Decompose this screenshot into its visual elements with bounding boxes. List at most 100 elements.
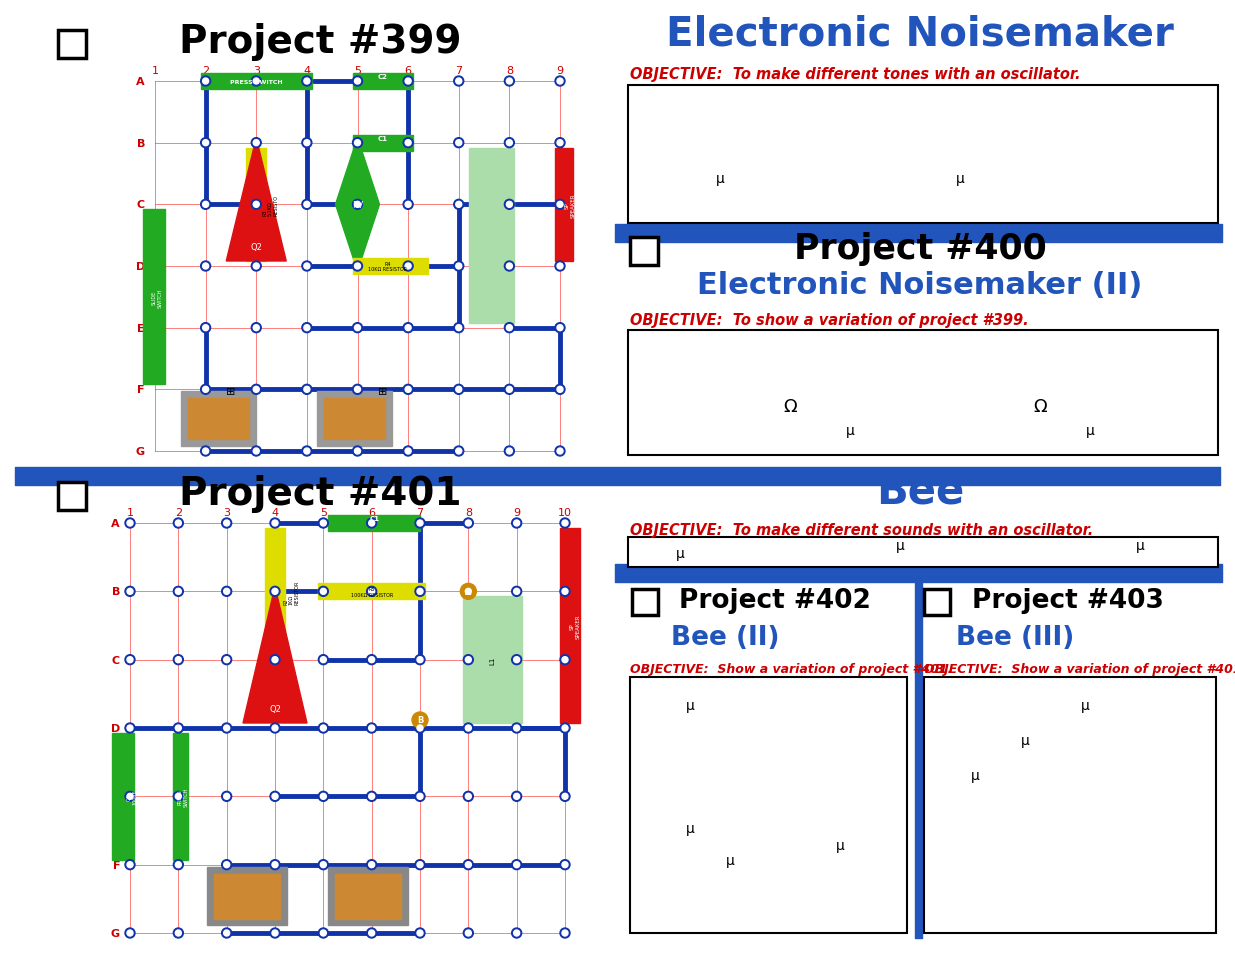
- Circle shape: [354, 387, 361, 393]
- Circle shape: [415, 860, 425, 870]
- Circle shape: [453, 77, 464, 87]
- Circle shape: [417, 589, 424, 595]
- Circle shape: [405, 449, 411, 455]
- Bar: [324, 398, 385, 439]
- Text: G: G: [136, 447, 144, 456]
- Circle shape: [415, 792, 425, 801]
- Circle shape: [319, 518, 329, 529]
- Bar: [463, 597, 521, 723]
- Text: SP
SPEAKER: SP SPEAKER: [564, 193, 576, 217]
- Circle shape: [173, 928, 183, 938]
- Bar: [469, 149, 514, 323]
- Circle shape: [466, 725, 472, 731]
- Circle shape: [367, 860, 377, 870]
- Circle shape: [504, 323, 514, 334]
- Text: L1: L1: [489, 656, 495, 664]
- Polygon shape: [243, 587, 308, 723]
- Bar: [630, 678, 906, 933]
- Text: μ: μ: [846, 423, 855, 437]
- Circle shape: [203, 387, 209, 393]
- Circle shape: [514, 725, 520, 731]
- Bar: [180, 392, 256, 447]
- Circle shape: [304, 140, 310, 147]
- Text: B: B: [416, 716, 424, 724]
- Circle shape: [272, 862, 278, 868]
- Circle shape: [562, 589, 568, 595]
- Circle shape: [221, 860, 232, 870]
- Text: B: B: [111, 587, 120, 597]
- Text: SP
SPEAKER: SP SPEAKER: [569, 614, 580, 639]
- Text: 10: 10: [558, 507, 572, 517]
- Bar: [206, 867, 287, 925]
- Circle shape: [463, 587, 473, 597]
- Text: D: D: [111, 723, 120, 733]
- Circle shape: [456, 264, 462, 270]
- Circle shape: [304, 79, 310, 85]
- Text: μ: μ: [1136, 538, 1145, 553]
- Circle shape: [453, 447, 464, 456]
- Circle shape: [224, 589, 230, 595]
- Circle shape: [175, 794, 182, 800]
- Polygon shape: [226, 138, 287, 262]
- Circle shape: [251, 77, 262, 87]
- Circle shape: [405, 387, 411, 393]
- Circle shape: [405, 325, 411, 332]
- Circle shape: [557, 140, 563, 147]
- Circle shape: [272, 520, 278, 526]
- Circle shape: [367, 655, 377, 665]
- Circle shape: [555, 77, 564, 87]
- Circle shape: [320, 725, 326, 731]
- Circle shape: [175, 930, 182, 936]
- Text: μ: μ: [676, 546, 684, 560]
- Text: Ω: Ω: [1034, 397, 1047, 416]
- Text: OBJECTIVE:  Show a variation of project #401.: OBJECTIVE: Show a variation of project #…: [924, 661, 1235, 675]
- Circle shape: [320, 794, 326, 800]
- Circle shape: [514, 520, 520, 526]
- Text: 8: 8: [506, 66, 513, 76]
- Text: A: A: [136, 77, 144, 87]
- Bar: [629, 86, 1218, 224]
- Circle shape: [301, 138, 312, 149]
- Circle shape: [173, 860, 183, 870]
- Circle shape: [354, 325, 361, 332]
- Bar: [632, 589, 658, 616]
- Circle shape: [175, 657, 182, 663]
- Circle shape: [301, 200, 312, 210]
- Circle shape: [562, 930, 568, 936]
- Circle shape: [456, 79, 462, 85]
- Circle shape: [557, 202, 563, 208]
- Text: Project #403: Project #403: [972, 587, 1163, 614]
- Polygon shape: [336, 138, 379, 272]
- Circle shape: [203, 449, 209, 455]
- Circle shape: [504, 200, 514, 210]
- Text: Project #401: Project #401: [179, 475, 461, 513]
- Circle shape: [224, 930, 230, 936]
- Circle shape: [417, 930, 424, 936]
- Circle shape: [463, 518, 473, 529]
- Circle shape: [463, 723, 473, 733]
- Bar: [924, 589, 950, 616]
- Circle shape: [203, 202, 209, 208]
- Circle shape: [319, 792, 329, 801]
- Circle shape: [456, 202, 462, 208]
- Bar: [317, 392, 391, 447]
- Circle shape: [253, 140, 259, 147]
- Circle shape: [511, 655, 521, 665]
- Bar: [266, 529, 285, 655]
- Circle shape: [301, 385, 312, 395]
- Circle shape: [320, 657, 326, 663]
- Circle shape: [270, 655, 280, 665]
- Bar: [352, 258, 429, 274]
- Text: 6: 6: [405, 66, 411, 76]
- Circle shape: [557, 79, 563, 85]
- Circle shape: [405, 264, 411, 270]
- Circle shape: [559, 587, 571, 597]
- Text: C1: C1: [378, 135, 388, 141]
- Text: 1: 1: [152, 66, 158, 76]
- Circle shape: [453, 138, 464, 149]
- Bar: [200, 74, 312, 90]
- Circle shape: [415, 655, 425, 665]
- Circle shape: [200, 385, 211, 395]
- Circle shape: [173, 518, 183, 529]
- Circle shape: [466, 657, 472, 663]
